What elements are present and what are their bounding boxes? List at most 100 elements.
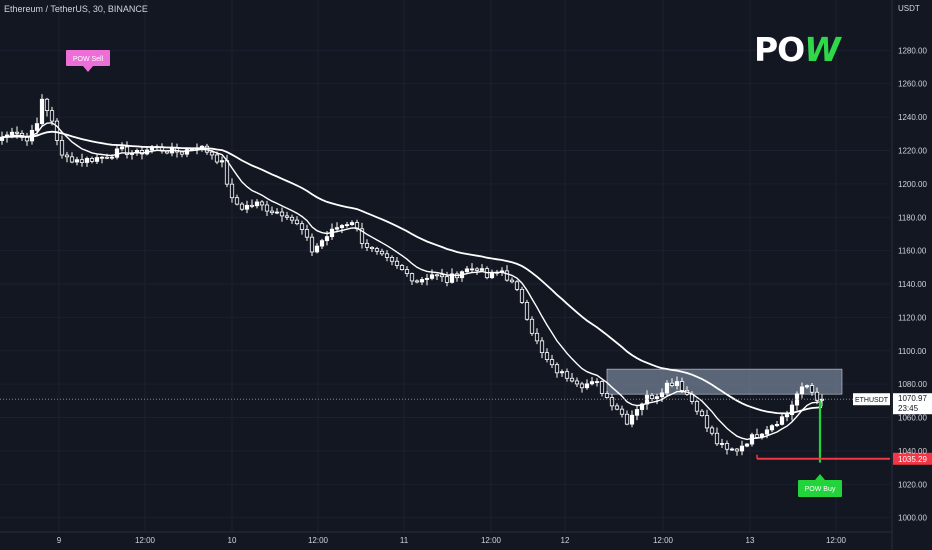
candle-body [519,288,525,303]
candle-body [534,332,540,342]
candle-body [269,210,275,214]
candle-body [769,425,775,431]
candle-body [749,434,755,445]
candle-body [659,392,665,398]
candle-body [54,120,60,141]
price-tick-label: 1280.00 [898,46,927,55]
candle-body [359,228,365,244]
candle-body [404,269,410,274]
candle-body [704,415,710,429]
candle-body [574,380,580,385]
candle-body [739,445,745,452]
moving-average-layer [1,122,823,441]
last-price-value: 1070.97 [898,394,927,403]
candle-body [439,274,445,278]
candle-body [554,364,560,374]
stop-price-value: 1035.29 [898,455,927,464]
symbol-tag: ETHUSDT [855,397,889,404]
candle-body [649,394,655,399]
candle-body [224,160,230,185]
candle-body [324,236,330,242]
price-tick-label: 1000.00 [898,514,927,523]
candle-body [589,381,595,385]
candle-body [734,448,740,452]
time-axis[interactable]: 9 12:00 10 12:00 11 12:00 12 12:00 13 12:00 [57,536,847,545]
price-tick-label: 1260.00 [898,80,927,89]
candle-body [229,183,235,199]
candle-body [719,443,725,445]
candle-body [179,151,185,155]
moving-average-line [1,122,823,441]
logo-text-accent: W [804,30,840,69]
time-tick-label: 12 [561,536,570,545]
candle-body [814,391,820,401]
candle-body [339,225,345,229]
candle-body [104,156,110,159]
price-tick-label: 1180.00 [898,213,927,222]
candle-body [594,381,600,383]
buy-signal-label: POW Buy [805,486,836,493]
candle-body [309,236,315,253]
price-tick-label: 1080.00 [898,380,927,389]
time-tick-label: 12:00 [308,536,329,545]
candle-body [474,268,480,271]
candle-body [469,268,475,271]
candle-body [319,240,325,247]
candle-body [619,408,625,415]
pow-logo: POW [754,30,841,69]
candle-body [314,245,320,253]
countdown-value: 23:45 [898,404,919,413]
candle-body [214,154,220,163]
candle-body [779,416,785,425]
candle-body [509,279,515,283]
candle-body [419,279,425,283]
candle-body [624,413,630,425]
candle-body [664,382,670,394]
candle-body [64,154,70,158]
time-tick-label: 13 [746,536,755,545]
candle-body [599,381,605,394]
candle-body [479,268,485,271]
symbol-tag-bg [853,393,890,406]
candle-body [379,250,385,255]
candle-body [709,427,715,434]
time-tick-label: 12:00 [481,536,502,545]
resistance-zone-layer [606,368,843,395]
candle-body [84,157,90,163]
price-tick-label: 1240.00 [898,113,927,122]
candle-body [524,302,530,320]
candle-body [514,281,520,290]
candle-body [464,268,470,273]
candle-body [429,274,435,279]
buy-signal-label-bg [798,480,842,497]
candle-body [79,159,85,163]
last-price-tag-bg [893,393,932,415]
price-tick-label: 1040.00 [898,447,927,456]
candle-body [284,215,290,218]
candle-body [364,242,370,248]
logo-text-main: PO [754,30,805,69]
candle-body [94,157,100,162]
candle-body [49,110,55,122]
candle-body [0,136,5,141]
candle-body [14,131,20,134]
candle-body [804,385,810,388]
price-tick-label: 1160.00 [898,247,927,256]
candle-body [89,157,95,162]
candle-body [579,383,585,389]
candle-body [644,394,650,405]
time-tick-label: 12:00 [826,536,847,545]
chart-grid [0,0,890,532]
sell-signal-label: POW Sell [73,56,104,63]
candle-body [374,248,380,252]
stop-price-tag-bg [893,452,932,465]
candle-body [24,136,30,142]
price-tick-label: 1060.00 [898,414,927,423]
candle-body [109,156,115,159]
candle-body [504,270,510,281]
candle-body [9,131,15,136]
candle-body [244,204,250,210]
candle-body [394,260,400,266]
